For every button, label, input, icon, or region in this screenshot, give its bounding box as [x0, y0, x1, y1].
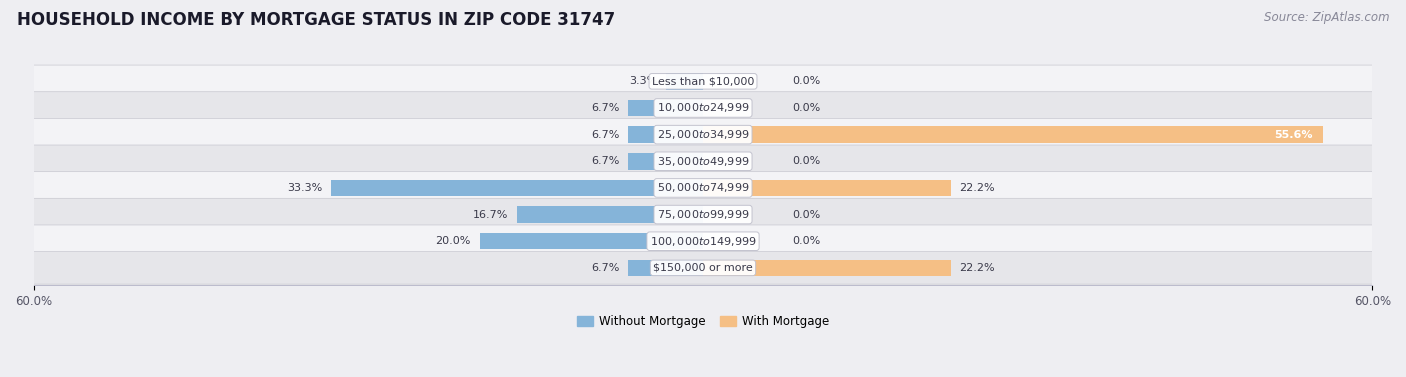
Bar: [628, 126, 703, 143]
FancyBboxPatch shape: [21, 92, 1385, 124]
Text: 55.6%: 55.6%: [1274, 130, 1312, 139]
Bar: [628, 260, 703, 276]
Text: Less than $10,000: Less than $10,000: [652, 76, 754, 86]
Bar: [703, 180, 950, 196]
Text: 0.0%: 0.0%: [792, 210, 821, 219]
Text: 0.0%: 0.0%: [792, 236, 821, 246]
FancyBboxPatch shape: [21, 172, 1385, 204]
Text: 3.3%: 3.3%: [628, 76, 657, 86]
Bar: [666, 73, 703, 90]
Text: 6.7%: 6.7%: [591, 263, 619, 273]
Text: 0.0%: 0.0%: [792, 76, 821, 86]
Text: Source: ZipAtlas.com: Source: ZipAtlas.com: [1264, 11, 1389, 24]
Bar: [628, 100, 703, 116]
Text: 6.7%: 6.7%: [591, 156, 619, 166]
Bar: [703, 260, 950, 276]
FancyBboxPatch shape: [21, 118, 1385, 151]
FancyBboxPatch shape: [21, 251, 1385, 284]
Bar: [703, 126, 1323, 143]
Bar: [628, 153, 703, 170]
Text: 6.7%: 6.7%: [591, 103, 619, 113]
Text: $100,000 to $149,999: $100,000 to $149,999: [650, 235, 756, 248]
Text: $25,000 to $34,999: $25,000 to $34,999: [657, 128, 749, 141]
Text: 0.0%: 0.0%: [792, 103, 821, 113]
FancyBboxPatch shape: [21, 65, 1385, 98]
Bar: [516, 206, 703, 223]
Text: HOUSEHOLD INCOME BY MORTGAGE STATUS IN ZIP CODE 31747: HOUSEHOLD INCOME BY MORTGAGE STATUS IN Z…: [17, 11, 614, 29]
Bar: [332, 180, 703, 196]
Text: $150,000 or more: $150,000 or more: [654, 263, 752, 273]
Text: 16.7%: 16.7%: [472, 210, 508, 219]
Text: 0.0%: 0.0%: [792, 156, 821, 166]
Text: $50,000 to $74,999: $50,000 to $74,999: [657, 181, 749, 195]
Legend: Without Mortgage, With Mortgage: Without Mortgage, With Mortgage: [576, 315, 830, 328]
Text: 6.7%: 6.7%: [591, 130, 619, 139]
Text: 20.0%: 20.0%: [436, 236, 471, 246]
Text: 22.2%: 22.2%: [960, 183, 995, 193]
Text: 33.3%: 33.3%: [287, 183, 322, 193]
FancyBboxPatch shape: [21, 225, 1385, 257]
Text: $35,000 to $49,999: $35,000 to $49,999: [657, 155, 749, 168]
Text: $10,000 to $24,999: $10,000 to $24,999: [657, 101, 749, 115]
Text: $75,000 to $99,999: $75,000 to $99,999: [657, 208, 749, 221]
Text: 22.2%: 22.2%: [960, 263, 995, 273]
Bar: [479, 233, 703, 250]
FancyBboxPatch shape: [21, 198, 1385, 231]
FancyBboxPatch shape: [21, 145, 1385, 178]
